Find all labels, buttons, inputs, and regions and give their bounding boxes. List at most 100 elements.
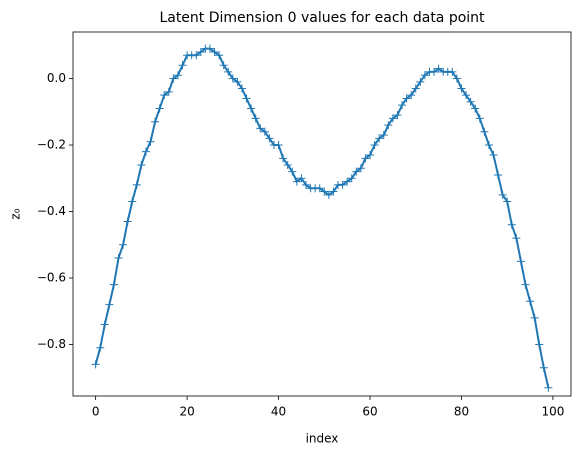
point-marker [288, 167, 297, 176]
point-marker [279, 154, 288, 163]
point-marker [151, 117, 160, 126]
point-marker [466, 97, 475, 106]
point-marker [265, 134, 274, 143]
point-marker [228, 74, 237, 83]
point-marker [530, 313, 539, 322]
point-marker [457, 84, 466, 93]
point-marker [233, 77, 242, 86]
point-marker [237, 84, 246, 93]
point-marker [109, 280, 118, 289]
point-marker [196, 47, 205, 56]
point-marker [471, 104, 480, 113]
point-marker [192, 51, 201, 60]
point-marker [178, 61, 187, 70]
point-marker [123, 217, 132, 226]
point-marker [219, 61, 228, 70]
chart-title: Latent Dimension 0 values for each data … [159, 10, 485, 26]
point-marker [256, 124, 265, 133]
point-marker [379, 131, 388, 140]
point-marker [251, 114, 260, 123]
point-marker [114, 254, 123, 263]
point-marker [132, 180, 141, 189]
point-marker [215, 51, 224, 60]
point-marker [274, 141, 283, 150]
point-marker [146, 137, 155, 146]
point-marker [393, 111, 402, 120]
point-marker [352, 167, 361, 176]
point-marker [539, 363, 548, 372]
point-marker [160, 91, 169, 100]
x-tick-label: 0 [92, 405, 100, 419]
point-marker [388, 114, 397, 123]
point-marker [242, 94, 251, 103]
point-marker [480, 127, 489, 136]
point-marker [247, 104, 256, 113]
point-marker [105, 300, 114, 309]
y-tick-label: −0.2 [37, 138, 66, 152]
point-marker [398, 101, 407, 110]
point-marker [338, 180, 347, 189]
point-marker [544, 383, 553, 392]
point-marker [384, 121, 393, 130]
point-marker [366, 150, 375, 159]
point-marker [315, 184, 324, 193]
point-marker [503, 197, 512, 206]
y-tick-label: −0.6 [37, 270, 66, 284]
point-marker [301, 180, 310, 189]
point-marker [297, 174, 306, 183]
x-tick-label: 20 [179, 405, 194, 419]
y-tick-label: −0.8 [37, 337, 66, 351]
point-marker [370, 141, 379, 150]
point-marker [494, 170, 503, 179]
line [94, 47, 550, 388]
point-marker [361, 154, 370, 163]
point-marker [407, 91, 416, 100]
point-marker [489, 150, 498, 159]
point-marker [155, 104, 164, 113]
point-marker [516, 257, 525, 266]
point-marker [260, 127, 269, 136]
point-marker [283, 160, 292, 169]
point-marker [462, 91, 471, 100]
point-marker [324, 190, 333, 199]
point-marker [434, 64, 443, 73]
y-axis-label: z₀ [9, 208, 23, 219]
point-marker [521, 280, 530, 289]
point-marker [356, 164, 365, 173]
point-marker [91, 360, 100, 369]
point-marker [420, 71, 429, 80]
point-marker [141, 147, 150, 156]
point-marker [452, 74, 461, 83]
point-marker [498, 190, 507, 199]
point-marker [475, 114, 484, 123]
x-tick-label: 80 [454, 405, 469, 419]
plot-frame [72, 31, 572, 397]
point-marker [128, 197, 137, 206]
point-marker [535, 340, 544, 349]
point-marker [430, 67, 439, 76]
point-marker [173, 71, 182, 80]
point-marker [164, 87, 173, 96]
y-tick-label: −0.4 [37, 204, 66, 218]
point-marker [375, 134, 384, 143]
point-marker [96, 343, 105, 352]
y-tick-label: 0.0 [47, 71, 66, 85]
point-marker [292, 177, 301, 186]
point-marker [224, 67, 233, 76]
x-axis-label: index [306, 432, 339, 446]
point-marker [119, 240, 128, 249]
point-marker [320, 187, 329, 196]
point-marker [137, 160, 146, 169]
point-marker [205, 44, 214, 53]
point-marker [100, 320, 109, 329]
point-marker [512, 234, 521, 243]
point-marker [402, 94, 411, 103]
point-marker [484, 141, 493, 150]
point-marker [526, 297, 535, 306]
point-marker [329, 187, 338, 196]
point-marker [343, 177, 352, 186]
point-marker [411, 84, 420, 93]
point-marker [210, 47, 219, 56]
point-marker [347, 174, 356, 183]
